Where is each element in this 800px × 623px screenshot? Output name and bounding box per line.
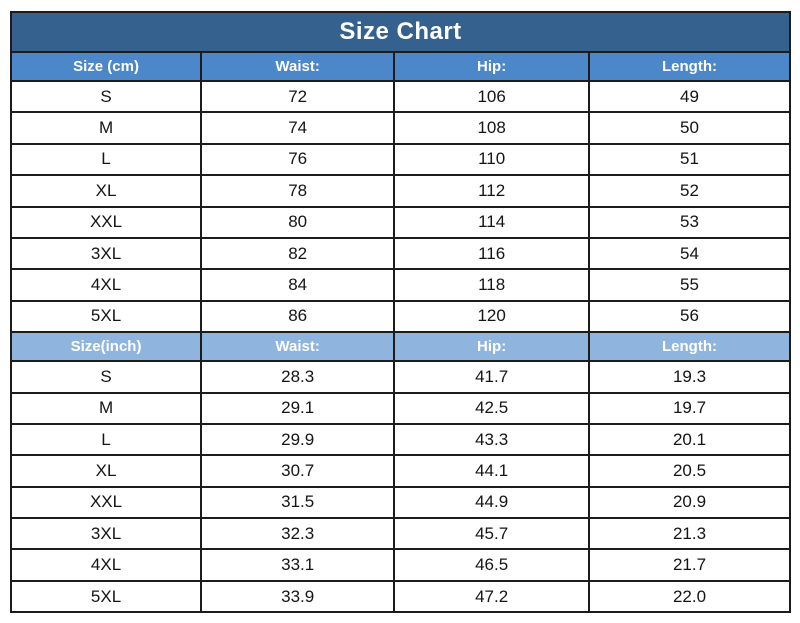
measurement-cell: 76: [200, 142, 396, 177]
measurement-cell: 41.7: [393, 360, 590, 394]
measurement-cell: 19.3: [588, 360, 791, 394]
measurement-cell: 114: [393, 205, 590, 239]
inch-section-body: S 28.3 41.7 19.3 M 29.1 42.5 19.7 L 29.9 43.3 20.1 X…: [9, 360, 791, 614]
table-row: 3XL 32.3 45.7 21.3: [9, 517, 791, 551]
column-header-length-cm: Length:: [588, 51, 791, 82]
measurement-cell: 19.7: [588, 391, 791, 425]
size-label-cell: XL: [9, 454, 203, 488]
measurement-cell: 49: [588, 79, 791, 114]
size-label-cell: L: [9, 142, 203, 177]
measurement-cell: 31.5: [200, 485, 396, 520]
measurement-cell: 54: [588, 236, 791, 271]
size-label-cell: 4XL: [9, 268, 203, 302]
size-label-cell: XL: [9, 174, 203, 208]
measurement-cell: 44.1: [393, 454, 590, 488]
measurement-cell: 20.1: [588, 422, 791, 457]
measurement-cell: 29.1: [200, 391, 396, 425]
measurement-cell: 20.9: [588, 485, 791, 520]
table-row: 4XL 33.1 46.5 21.7: [9, 548, 791, 582]
table-row: M 29.1 42.5 19.7: [9, 391, 791, 425]
size-label-cell: 3XL: [9, 517, 203, 551]
measurement-cell: 112: [393, 174, 590, 208]
table-row: 3XL 82 116 54: [9, 236, 791, 271]
measurement-cell: 21.3: [588, 517, 791, 551]
measurement-cell: 78: [200, 174, 396, 208]
measurement-cell: 118: [393, 268, 590, 302]
header-row-inch: Size(inch) Waist: Hip: Length:: [9, 331, 791, 363]
table-row: 5XL 86 120 56: [9, 299, 791, 334]
measurement-cell: 21.7: [588, 548, 791, 582]
measurement-cell: 28.3: [200, 360, 396, 394]
column-header-hip-inch: Hip:: [393, 331, 590, 363]
size-label-cell: L: [9, 422, 203, 457]
column-header-hip-cm: Hip:: [393, 51, 590, 82]
measurement-cell: 110: [393, 142, 590, 177]
measurement-cell: 29.9: [200, 422, 396, 457]
measurement-cell: 42.5: [393, 391, 590, 425]
table-row: 5XL 33.9 47.2 22.0: [9, 579, 791, 614]
measurement-cell: 56: [588, 299, 791, 334]
measurement-cell: 20.5: [588, 454, 791, 488]
size-chart-table: Size Chart Size (cm) Waist: Hip: Length:…: [9, 11, 791, 614]
measurement-cell: 84: [200, 268, 396, 302]
column-header-waist-cm: Waist:: [200, 51, 396, 82]
measurement-cell: 33.9: [200, 579, 396, 614]
measurement-cell: 72: [200, 79, 396, 114]
measurement-cell: 80: [200, 205, 396, 239]
measurement-cell: 108: [393, 111, 590, 145]
measurement-cell: 43.3: [393, 422, 590, 457]
table-row: M 74 108 50: [9, 111, 791, 145]
table-row: XXL 31.5 44.9 20.9: [9, 485, 791, 520]
size-label-cell: 4XL: [9, 548, 203, 582]
column-header-length-inch: Length:: [588, 331, 791, 363]
measurement-cell: 46.5: [393, 548, 590, 582]
size-label-cell: M: [9, 391, 203, 425]
table-row: L 29.9 43.3 20.1: [9, 422, 791, 457]
size-label-cell: S: [9, 360, 203, 394]
measurement-cell: 44.9: [393, 485, 590, 520]
measurement-cell: 50: [588, 111, 791, 145]
title-row: Size Chart: [10, 11, 791, 53]
measurement-cell: 47.2: [393, 579, 590, 614]
measurement-cell: 52: [588, 174, 791, 208]
measurement-cell: 53: [588, 205, 791, 239]
column-header-waist-inch: Waist:: [200, 331, 396, 363]
table-row: 4XL 84 118 55: [9, 268, 791, 302]
measurement-cell: 32.3: [200, 517, 396, 551]
size-label-cell: S: [9, 79, 203, 114]
size-label-cell: 5XL: [9, 579, 203, 614]
measurement-cell: 45.7: [393, 517, 590, 551]
measurement-cell: 116: [393, 236, 590, 271]
measurement-cell: 82: [200, 236, 396, 271]
size-label-cell: XXL: [9, 205, 203, 239]
table-row: S 28.3 41.7 19.3: [9, 360, 791, 394]
cm-section-body: S 72 106 49 M 74 108 50 L 76 110 51 XL 78 112 52 XXL 80 11…: [9, 79, 791, 334]
table-row: L 76 110 51: [9, 142, 791, 177]
size-label-cell: 5XL: [9, 299, 203, 334]
measurement-cell: 86: [200, 299, 396, 334]
measurement-cell: 55: [588, 268, 791, 302]
measurement-cell: 74: [200, 111, 396, 145]
measurement-cell: 30.7: [200, 454, 396, 488]
table-row: XL 78 112 52: [9, 174, 791, 208]
table-row: XL 30.7 44.1 20.5: [9, 454, 791, 488]
table-row: XXL 80 114 53: [9, 205, 791, 239]
size-label-cell: 3XL: [9, 236, 203, 271]
page-title: Size Chart: [10, 11, 791, 53]
size-label-cell: M: [9, 111, 203, 145]
measurement-cell: 106: [393, 79, 590, 114]
header-row-cm: Size (cm) Waist: Hip: Length:: [9, 51, 791, 82]
size-label-cell: XXL: [9, 485, 203, 520]
measurement-cell: 120: [393, 299, 590, 334]
column-header-size-cm: Size (cm): [9, 51, 203, 82]
measurement-cell: 33.1: [200, 548, 396, 582]
measurement-cell: 22.0: [588, 579, 791, 614]
measurement-cell: 51: [588, 142, 791, 177]
table-row: S 72 106 49: [9, 79, 791, 114]
column-header-size-inch: Size(inch): [9, 331, 203, 363]
